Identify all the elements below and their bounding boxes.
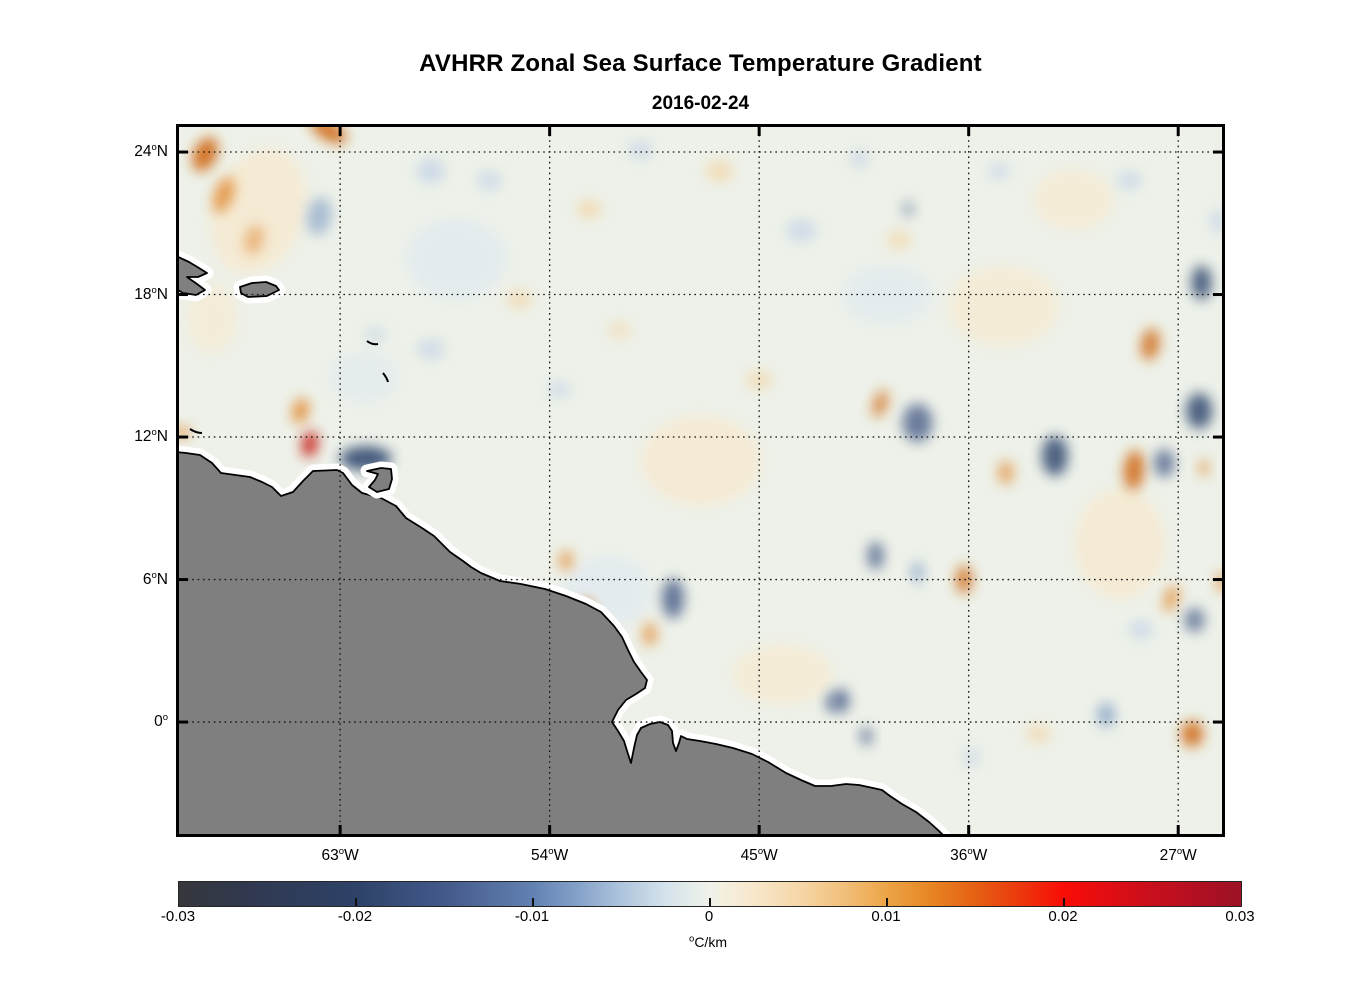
anomaly-blob [210,148,307,275]
colorbar-unit-label: oC/km [689,933,727,950]
anomaly-blob [406,218,507,299]
y-tick-label: 18oN [134,284,168,303]
colorbar-tick-label: 0.02 [1048,908,1078,925]
anomaly-blob [416,159,445,184]
anomaly-blob [1154,449,1175,478]
landmass-trinidad [366,467,393,493]
anomaly-blob [306,197,332,235]
anomaly-blob [825,694,838,713]
colorbar-tick-label: 0.01 [871,908,901,925]
colorbar-tick-label: -0.03 [160,908,196,925]
colorbar-tick-label: 0 [704,908,714,925]
colorbar [178,881,1242,907]
anomaly-blob [911,561,924,584]
landmass-south-america [176,451,947,837]
anomaly-blob [1033,169,1114,230]
anomaly-blob [1117,171,1142,190]
y-tick-label: 12oN [134,426,168,446]
islet-mark [189,428,203,434]
anomaly-blob [1186,392,1213,429]
y-tick-label: 6oN [142,569,168,588]
anomaly-blob [662,578,685,619]
anomaly-blob [1041,436,1068,477]
anomaly-blob [1198,459,1209,476]
anomaly-blob [997,460,1014,485]
anomaly-blob [786,219,817,242]
colorbar-tick-mark [886,898,888,906]
anomaly-blob [948,266,1059,347]
anomaly-blob [292,398,309,424]
anomaly-blob [642,622,657,647]
colorbar-tick-label: 0.03 [1225,908,1255,925]
y-tick-label: 24oN [134,141,168,161]
anomaly-blob [1097,702,1116,727]
chart-title: AVHRR Zonal Sea Surface Temperature Grad… [419,50,982,77]
colorbar-tick-mark [355,898,357,906]
x-tick-label: 45oW [740,845,778,864]
anomaly-blob [732,644,833,705]
plot-frame [176,124,1225,837]
anomaly-blob [1191,265,1212,300]
colorbar-tick-label: -0.02 [337,908,373,925]
anomaly-blob [1163,585,1180,612]
anomaly-blob [988,163,1009,180]
anomaly-blob [187,283,238,354]
anomaly-blob [547,381,570,398]
anomaly-blob [860,727,873,746]
anomaly-blob [416,339,445,360]
anomaly-blob [244,225,264,255]
anomaly-blob [628,140,653,159]
anomaly-blob [301,431,319,458]
anomaly-blob [849,151,870,168]
anomaly-blob [963,747,980,768]
anomaly-blob [477,170,502,191]
anomaly-blob [176,426,190,439]
x-tick-label: 36oW [950,845,988,864]
anomaly-blob [842,264,933,325]
colorbar-tick-label: -0.01 [514,908,550,925]
landmass-puerto-rico [239,281,280,298]
anomaly-blob [506,290,533,309]
anomaly-blob [1026,724,1051,743]
anomaly-blob [1140,328,1160,361]
anomaly-blob [213,176,235,213]
islet-mark [366,340,379,346]
anomaly-blob [867,541,884,570]
anomaly-blob [1128,620,1153,639]
anomaly-blob [872,390,889,418]
anomaly-blob [902,403,933,442]
colorbar-tick-mark [709,898,711,906]
x-tick-label: 63oW [321,845,359,864]
anomaly-blob [608,322,631,339]
anomaly-blob [558,550,573,571]
colorbar-tick-mark [1063,898,1065,906]
anomaly-blob [192,137,218,172]
anomaly-blob [902,201,915,218]
x-tick-label: 27oW [1159,845,1197,864]
anomaly-blob [328,352,399,403]
landmass-hispaniola [176,255,208,296]
landmasses [176,249,953,837]
anomaly-blob [1181,720,1204,747]
anomaly-blob [1209,208,1225,233]
anomaly-blob [365,326,386,343]
chart-date-subtitle: 2016-02-24 [651,93,750,114]
x-tick-label: 54oW [531,845,569,864]
anomaly-blob [577,200,602,219]
anomaly-blob [705,161,734,182]
anomaly-blob [1184,607,1205,632]
colorbar-tick-mark [532,898,534,906]
anomaly-blob [640,415,761,506]
anomaly-blob [1123,450,1145,491]
anomaly-blob [886,230,911,249]
anomaly-blob [1075,488,1166,599]
anomaly-blob [746,371,773,390]
anomaly-blob [956,565,973,594]
y-tick-label: 0o [154,711,168,731]
islet-mark [382,372,389,383]
map-svg [176,124,1225,837]
